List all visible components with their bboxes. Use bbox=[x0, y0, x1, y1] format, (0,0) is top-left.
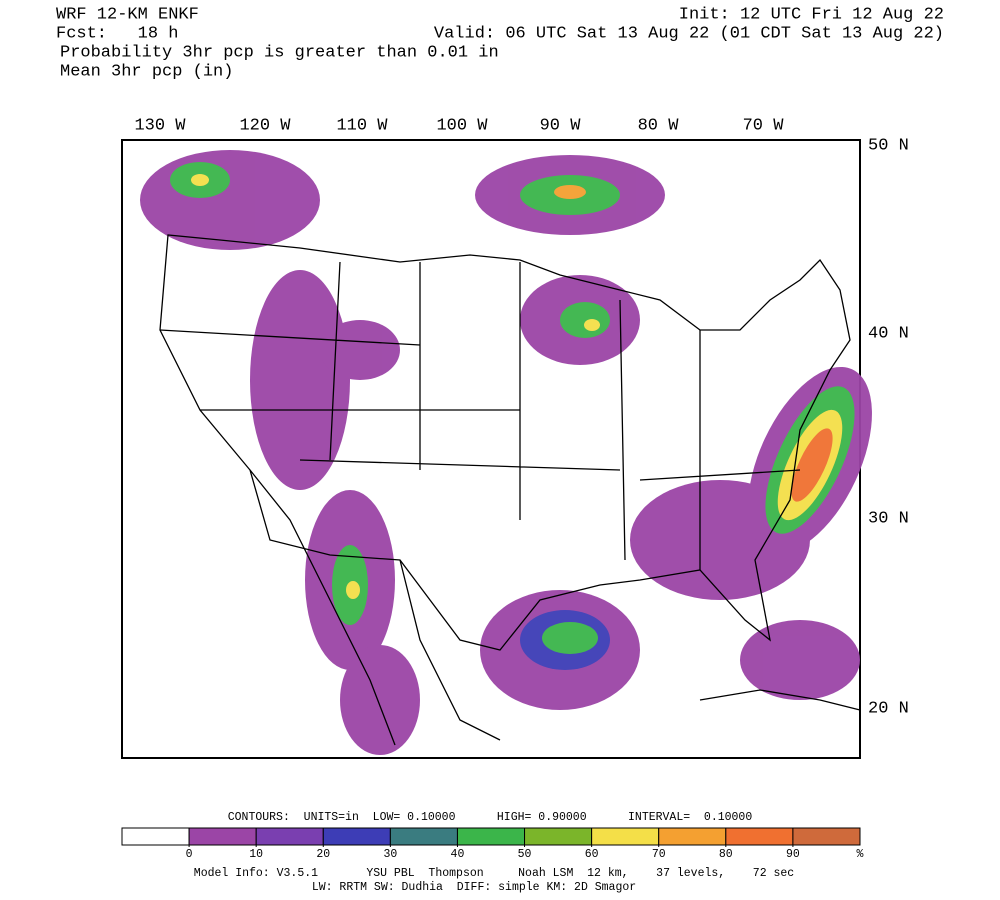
color-box bbox=[188, 827, 257, 846]
tick-label: 30 bbox=[383, 848, 397, 861]
init-time: Init: 12 UTC Fri 12 Aug 22 bbox=[679, 5, 944, 24]
precip-field bbox=[140, 150, 872, 755]
lat-label: 50 N bbox=[868, 136, 909, 155]
tick-label: 70 bbox=[652, 848, 666, 861]
lat-label: 30 N bbox=[868, 509, 909, 528]
tick-label: 0 bbox=[186, 848, 193, 861]
tick-label: 20 bbox=[316, 848, 330, 861]
unit-label: % bbox=[857, 848, 864, 861]
geography bbox=[159, 234, 861, 746]
tick-label: 10 bbox=[249, 848, 263, 861]
model-title: WRF 12-KM ENKF bbox=[56, 5, 199, 24]
field-title: Mean 3hr pcp (in) bbox=[60, 62, 233, 81]
colorbar: 0 10 20 30 40 50 60 70 80 90% bbox=[121, 827, 864, 861]
lon-label: 70 W bbox=[743, 116, 785, 135]
lon-label: 110 W bbox=[336, 116, 388, 135]
color-box bbox=[322, 827, 391, 846]
lon-label: 130 W bbox=[134, 116, 186, 135]
lon-labels: 130 W 120 W 110 W 100 W 90 W 80 W 70 W bbox=[134, 116, 784, 135]
color-box bbox=[524, 827, 593, 846]
color-box bbox=[591, 827, 660, 846]
color-box bbox=[792, 827, 861, 846]
tick-label: 80 bbox=[719, 848, 733, 861]
lon-label: 120 W bbox=[239, 116, 291, 135]
tick-label: 60 bbox=[585, 848, 599, 861]
tick-label: 40 bbox=[451, 848, 465, 861]
tick-label: 50 bbox=[518, 848, 532, 861]
color-box bbox=[389, 827, 458, 846]
color-box bbox=[456, 827, 526, 846]
lon-label: 90 W bbox=[540, 116, 582, 135]
field-title: Probability 3hr pcp is greater than 0.01… bbox=[60, 43, 499, 62]
lat-labels: 50 N 40 N 30 N 20 N bbox=[868, 136, 909, 718]
valid-time: Valid: 06 UTC Sat 13 Aug 22 (01 CDT Sat … bbox=[434, 24, 944, 43]
lon-label: 80 W bbox=[638, 116, 680, 135]
map bbox=[121, 139, 872, 759]
color-box bbox=[658, 827, 727, 846]
forecast-hour: Fcst: 18 h bbox=[56, 24, 178, 43]
color-box bbox=[725, 827, 794, 846]
contour-info: CONTOURS: UNITS=in LOW= 0.10000 HIGH= 0.… bbox=[228, 811, 753, 824]
color-box bbox=[121, 827, 190, 846]
lat-label: 20 N bbox=[868, 699, 909, 718]
lon-label: 100 W bbox=[436, 116, 488, 135]
color-box bbox=[255, 827, 324, 846]
lat-label: 40 N bbox=[868, 324, 909, 343]
tick-label: 90 bbox=[786, 848, 800, 861]
physics-info: LW: RRTM SW: Dudhia DIFF: simple KM: 2D … bbox=[312, 881, 636, 894]
model-info: Model Info: V3.5.1 YSU PBL Thompson Noah… bbox=[194, 867, 794, 880]
